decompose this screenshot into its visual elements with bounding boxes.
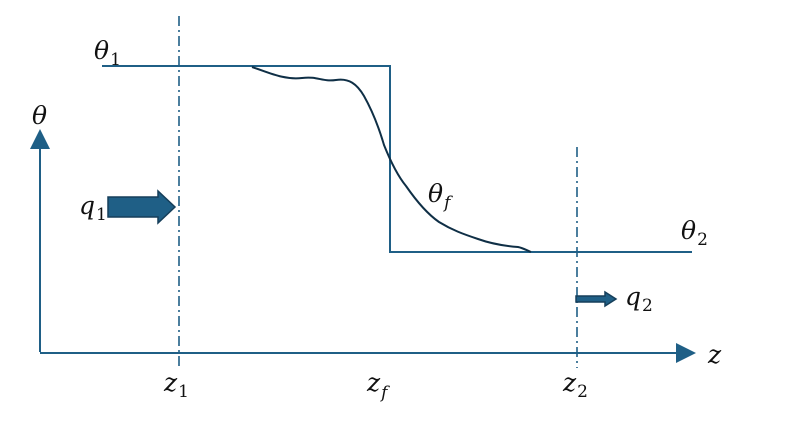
- zf-label: zf: [366, 368, 390, 403]
- thetaf-label: θf: [428, 179, 453, 213]
- front-temperature-profile: [251, 66, 532, 253]
- q1-heat-flux-arrow: [107, 189, 177, 225]
- theta-axis-label: θ: [32, 101, 47, 130]
- z2-label: z2: [562, 368, 588, 402]
- theta1-label: θ1: [94, 36, 121, 70]
- z1-label: z1: [163, 368, 189, 402]
- z-axis-label: z: [707, 340, 722, 369]
- q2-label: q2: [625, 282, 653, 316]
- step-temperature-profile: [102, 65, 692, 253]
- q1-label: q1: [79, 191, 107, 225]
- q2-heat-flux-arrow: [575, 290, 618, 308]
- theta2-label: θ2: [681, 216, 708, 250]
